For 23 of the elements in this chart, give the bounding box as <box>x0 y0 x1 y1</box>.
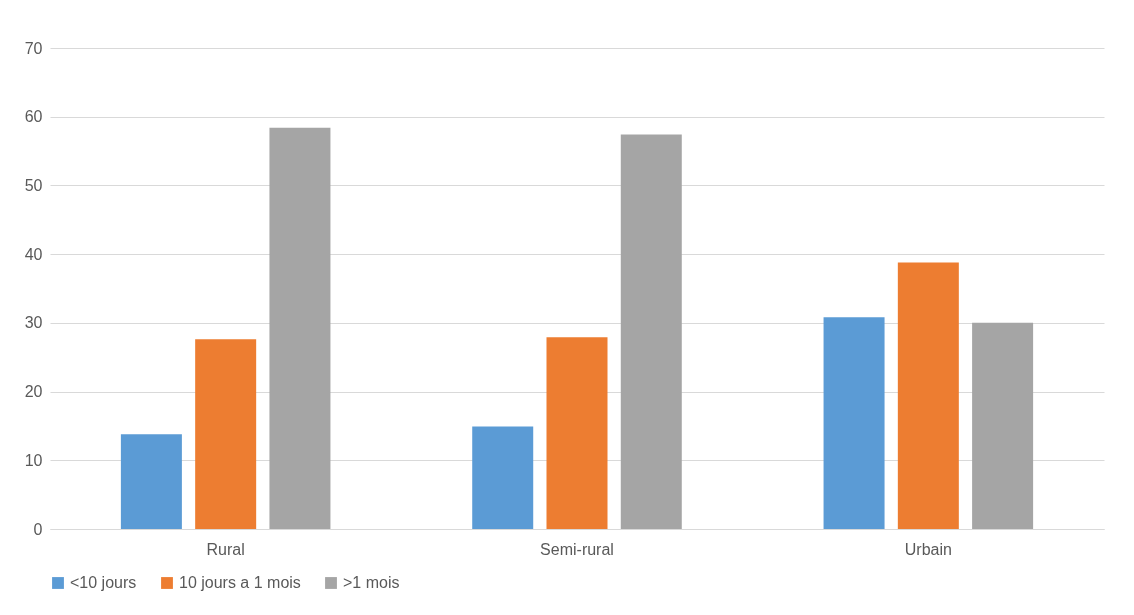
bar <box>972 322 1034 529</box>
bar <box>823 317 885 529</box>
bar <box>269 127 331 529</box>
x-tick-label: Urbain <box>904 540 952 558</box>
legend-label: 10 jours a 1 mois <box>179 574 301 591</box>
bar <box>897 262 959 529</box>
y-tick-label: 0 <box>33 520 43 538</box>
bar <box>120 434 182 529</box>
y-tick-label: 30 <box>24 314 43 332</box>
bar <box>620 134 682 529</box>
x-tick-label: Semi-rural <box>540 540 614 558</box>
legend-label: >1 mois <box>343 574 400 591</box>
bar <box>195 339 257 529</box>
y-tick-label: 10 <box>24 451 43 469</box>
y-tick-label: 70 <box>24 39 43 57</box>
bar <box>472 426 534 529</box>
y-tick-label: 60 <box>24 108 43 126</box>
y-tick-label: 50 <box>24 176 43 194</box>
y-tick-label: 40 <box>24 245 43 263</box>
bar <box>546 337 608 529</box>
x-tick-label: Rural <box>206 540 245 558</box>
y-tick-label: 20 <box>24 383 43 401</box>
legend-label: <10 jours <box>70 574 137 591</box>
